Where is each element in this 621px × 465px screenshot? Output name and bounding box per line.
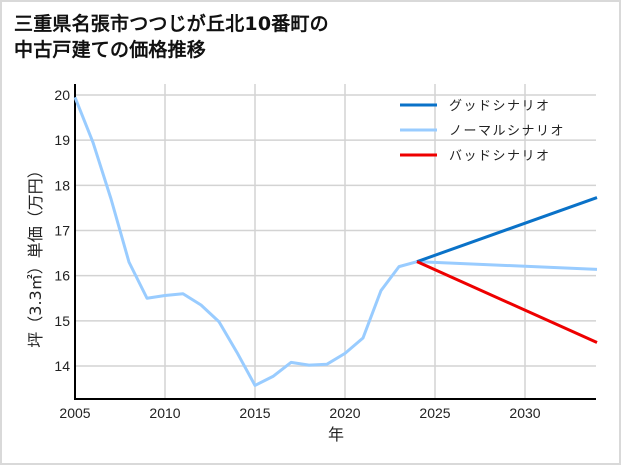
y-tick-label: 19 <box>54 132 70 148</box>
y-axis-ticks: 14 15 16 17 18 19 20 <box>54 87 70 374</box>
x-tick-label: 2005 <box>59 405 90 421</box>
x-tick-label: 2010 <box>149 405 180 421</box>
x-tick-label: 2030 <box>509 405 540 421</box>
y-axis-label: 坪（3.3㎡）単価（万円） <box>26 162 45 347</box>
y-tick-label: 14 <box>54 358 70 374</box>
legend-label: バッドシナリオ <box>449 149 551 164</box>
chart-title-line2: 中古戸建ての価格推移 <box>14 39 207 61</box>
y-tick-label: 15 <box>54 313 70 329</box>
y-tick-label: 17 <box>54 223 70 239</box>
y-tick-label: 20 <box>54 87 70 103</box>
x-tick-label: 2020 <box>329 405 360 421</box>
x-axis-label: 年 <box>328 425 344 444</box>
series-line <box>416 260 598 344</box>
legend-label: ノーマルシナリオ <box>449 124 565 139</box>
series-line <box>416 196 598 264</box>
x-axis-ticks: 2005 2010 2015 2020 2025 2030 <box>59 405 540 421</box>
grid-lines <box>75 84 596 399</box>
legend-label: グッドシナリオ <box>449 99 551 114</box>
x-tick-label: 2015 <box>239 405 270 421</box>
chart-title-line1: 三重県名張市つつじが丘北10番町の <box>14 13 329 35</box>
data-lines <box>73 96 598 387</box>
series-line <box>73 96 598 387</box>
x-tick-label: 2025 <box>419 405 450 421</box>
y-tick-label: 16 <box>54 268 70 284</box>
chart-title: 三重県名張市つつじが丘北10番町の 中古戸建ての価格推移 <box>14 11 329 63</box>
y-tick-label: 18 <box>54 177 70 193</box>
axes <box>74 84 596 400</box>
